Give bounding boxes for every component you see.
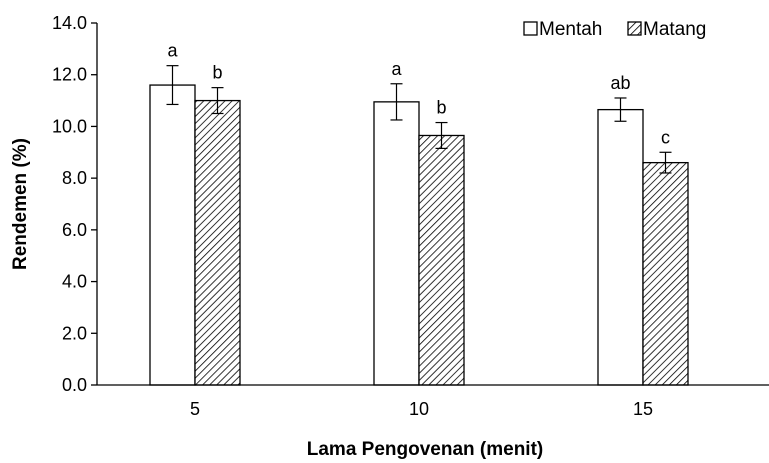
y-tick-label: 8.0	[62, 168, 87, 188]
legend-label-matang: Matang	[643, 19, 706, 40]
x-tick-label: 10	[409, 399, 429, 419]
y-tick-label: 6.0	[62, 220, 87, 240]
significance-label: c	[661, 127, 670, 147]
y-tick-label: 0.0	[62, 375, 87, 395]
legend-label-mentah: Mentah	[539, 19, 602, 40]
y-tick-label: 12.0	[52, 65, 87, 85]
bar-matang-5	[194, 99, 241, 386]
bar-mentah-10	[373, 101, 420, 386]
y-tick-label: 2.0	[62, 323, 87, 343]
y-tick-label: 10.0	[52, 116, 87, 136]
y-axis-title: Rendemen (%)	[10, 138, 31, 270]
bar-matang-15	[642, 161, 689, 386]
significance-label: a	[391, 59, 402, 79]
significance-label: a	[167, 41, 178, 61]
legend-swatch-matang	[627, 21, 642, 36]
x-axis-title: Lama Pengovenan (menit)	[307, 439, 544, 460]
legend: Mentah Matang	[523, 19, 706, 40]
significance-label: b	[212, 63, 222, 83]
y-axis-ticks: 0.0 2.0 4.0 6.0 8.0 10.0 12.0 14.0	[52, 13, 97, 395]
x-tick-label: 15	[633, 399, 653, 419]
bar-mentah-5	[149, 84, 196, 386]
legend-swatch-mentah	[523, 21, 538, 36]
significance-label: b	[436, 98, 446, 118]
significance-label: ab	[610, 73, 630, 93]
x-axis-ticks: 5 10 15	[190, 399, 653, 419]
bar-mentah-15	[597, 108, 644, 386]
error-bars	[166, 65, 672, 174]
bars	[149, 84, 689, 386]
y-tick-label: 14.0	[52, 13, 87, 33]
x-tick-label: 5	[190, 399, 200, 419]
y-tick-label: 4.0	[62, 272, 87, 292]
bar-matang-10	[418, 134, 465, 386]
